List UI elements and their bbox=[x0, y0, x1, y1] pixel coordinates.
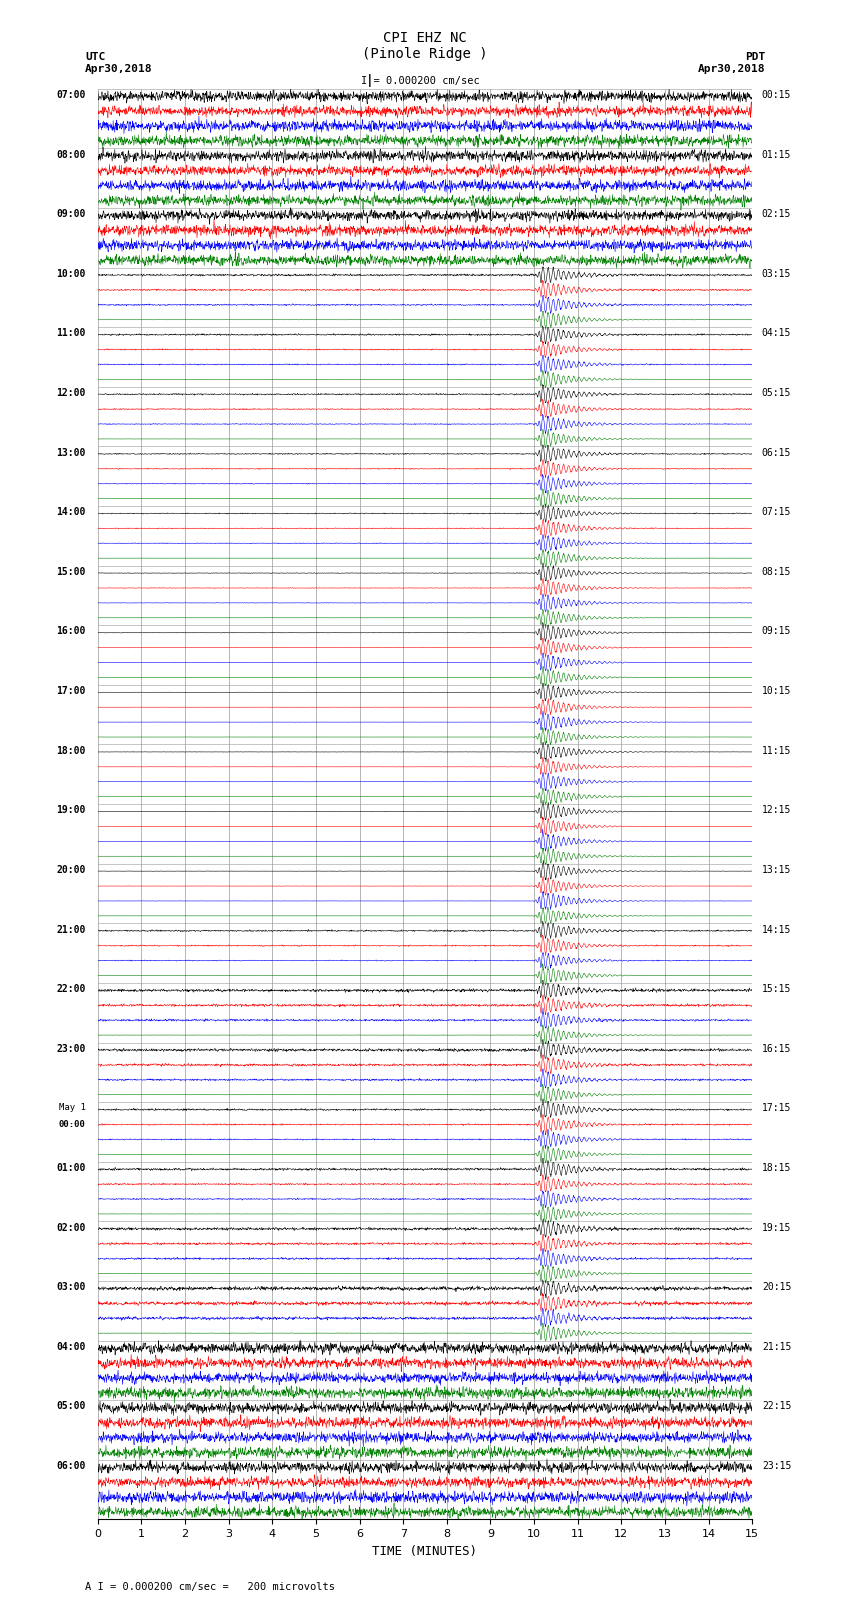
Text: 19:00: 19:00 bbox=[56, 805, 86, 815]
Text: 09:15: 09:15 bbox=[762, 626, 791, 637]
Text: 07:00: 07:00 bbox=[56, 90, 86, 100]
Text: 05:00: 05:00 bbox=[56, 1402, 86, 1411]
Text: 21:15: 21:15 bbox=[762, 1342, 791, 1352]
X-axis label: TIME (MINUTES): TIME (MINUTES) bbox=[372, 1545, 478, 1558]
Text: 07:15: 07:15 bbox=[762, 506, 791, 518]
Text: 12:15: 12:15 bbox=[762, 805, 791, 815]
Text: 06:15: 06:15 bbox=[762, 447, 791, 458]
Text: 08:00: 08:00 bbox=[56, 150, 86, 160]
Text: 01:00: 01:00 bbox=[56, 1163, 86, 1173]
Text: 11:00: 11:00 bbox=[56, 329, 86, 339]
Text: 20:15: 20:15 bbox=[762, 1282, 791, 1292]
Text: 14:00: 14:00 bbox=[56, 506, 86, 518]
Text: 02:15: 02:15 bbox=[762, 210, 791, 219]
Text: 10:00: 10:00 bbox=[56, 269, 86, 279]
Text: 22:00: 22:00 bbox=[56, 984, 86, 994]
Text: I = 0.000200 cm/sec: I = 0.000200 cm/sec bbox=[361, 76, 480, 85]
Text: 15:00: 15:00 bbox=[56, 566, 86, 577]
Text: 20:00: 20:00 bbox=[56, 865, 86, 874]
Text: PDT
Apr30,2018: PDT Apr30,2018 bbox=[698, 52, 765, 74]
Text: 13:15: 13:15 bbox=[762, 865, 791, 874]
Text: 03:00: 03:00 bbox=[56, 1282, 86, 1292]
Text: 17:15: 17:15 bbox=[762, 1103, 791, 1113]
Text: 22:15: 22:15 bbox=[762, 1402, 791, 1411]
Text: 00:00: 00:00 bbox=[59, 1119, 86, 1129]
Text: 10:15: 10:15 bbox=[762, 686, 791, 697]
Text: 23:00: 23:00 bbox=[56, 1044, 86, 1053]
Text: 08:15: 08:15 bbox=[762, 566, 791, 577]
Text: May 1: May 1 bbox=[59, 1103, 86, 1113]
Text: 13:00: 13:00 bbox=[56, 447, 86, 458]
Text: 17:00: 17:00 bbox=[56, 686, 86, 697]
Text: 16:15: 16:15 bbox=[762, 1044, 791, 1053]
Text: 18:15: 18:15 bbox=[762, 1163, 791, 1173]
Text: 23:15: 23:15 bbox=[762, 1461, 791, 1471]
Text: 14:15: 14:15 bbox=[762, 924, 791, 934]
Text: 05:15: 05:15 bbox=[762, 389, 791, 398]
Text: 21:00: 21:00 bbox=[56, 924, 86, 934]
Text: UTC
Apr30,2018: UTC Apr30,2018 bbox=[85, 52, 152, 74]
Text: 12:00: 12:00 bbox=[56, 389, 86, 398]
Text: 09:00: 09:00 bbox=[56, 210, 86, 219]
Text: 04:00: 04:00 bbox=[56, 1342, 86, 1352]
Text: 02:00: 02:00 bbox=[56, 1223, 86, 1232]
Text: 00:15: 00:15 bbox=[762, 90, 791, 100]
Text: 15:15: 15:15 bbox=[762, 984, 791, 994]
Text: 16:00: 16:00 bbox=[56, 626, 86, 637]
Text: 19:15: 19:15 bbox=[762, 1223, 791, 1232]
Text: A I = 0.000200 cm/sec =   200 microvolts: A I = 0.000200 cm/sec = 200 microvolts bbox=[85, 1582, 335, 1592]
Text: 04:15: 04:15 bbox=[762, 329, 791, 339]
Text: 01:15: 01:15 bbox=[762, 150, 791, 160]
Text: 11:15: 11:15 bbox=[762, 745, 791, 755]
Text: |: | bbox=[366, 74, 373, 87]
Title: CPI EHZ NC
(Pinole Ridge ): CPI EHZ NC (Pinole Ridge ) bbox=[362, 31, 488, 61]
Text: 03:15: 03:15 bbox=[762, 269, 791, 279]
Text: 06:00: 06:00 bbox=[56, 1461, 86, 1471]
Text: 18:00: 18:00 bbox=[56, 745, 86, 755]
